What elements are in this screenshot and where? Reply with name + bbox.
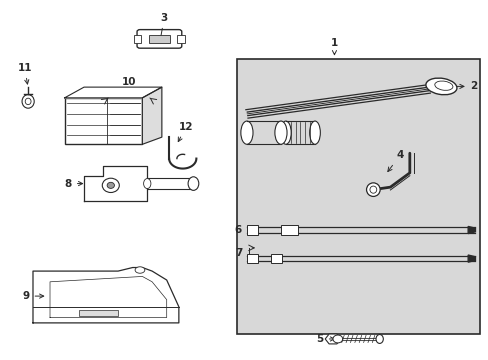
Ellipse shape <box>309 121 320 144</box>
Ellipse shape <box>241 121 252 144</box>
Ellipse shape <box>107 182 114 188</box>
Bar <box>177 35 184 43</box>
Polygon shape <box>142 87 162 144</box>
Polygon shape <box>64 87 162 98</box>
Text: 6: 6 <box>234 225 254 235</box>
Bar <box>64 98 142 144</box>
Bar <box>148 35 170 43</box>
Polygon shape <box>467 255 474 262</box>
Bar <box>237 59 479 334</box>
FancyBboxPatch shape <box>137 30 182 48</box>
Ellipse shape <box>369 186 376 193</box>
Bar <box>246 254 257 263</box>
Ellipse shape <box>366 183 379 197</box>
Bar <box>79 310 118 316</box>
Text: 1: 1 <box>330 38 337 55</box>
Ellipse shape <box>280 121 290 144</box>
Ellipse shape <box>102 178 119 193</box>
Ellipse shape <box>332 335 342 343</box>
Text: 10: 10 <box>122 77 136 87</box>
Bar <box>134 35 141 43</box>
Polygon shape <box>84 166 147 202</box>
Ellipse shape <box>274 121 286 144</box>
Bar <box>271 254 282 263</box>
Ellipse shape <box>25 98 31 105</box>
Ellipse shape <box>434 81 452 90</box>
Text: 9: 9 <box>22 291 43 301</box>
Text: 3: 3 <box>159 13 167 40</box>
Bar <box>246 225 257 235</box>
Ellipse shape <box>375 334 383 343</box>
Polygon shape <box>33 267 179 323</box>
Ellipse shape <box>22 95 34 108</box>
Ellipse shape <box>425 78 456 95</box>
Polygon shape <box>467 226 474 234</box>
Text: 11: 11 <box>18 63 32 84</box>
Text: 4: 4 <box>387 150 403 172</box>
Text: 8: 8 <box>64 179 82 189</box>
Ellipse shape <box>188 177 199 190</box>
Text: 12: 12 <box>178 122 193 141</box>
Text: 7: 7 <box>235 248 243 258</box>
Ellipse shape <box>143 179 151 189</box>
Bar <box>281 225 297 235</box>
Text: 2: 2 <box>448 81 477 91</box>
Text: 5: 5 <box>316 334 334 344</box>
Ellipse shape <box>135 267 144 273</box>
